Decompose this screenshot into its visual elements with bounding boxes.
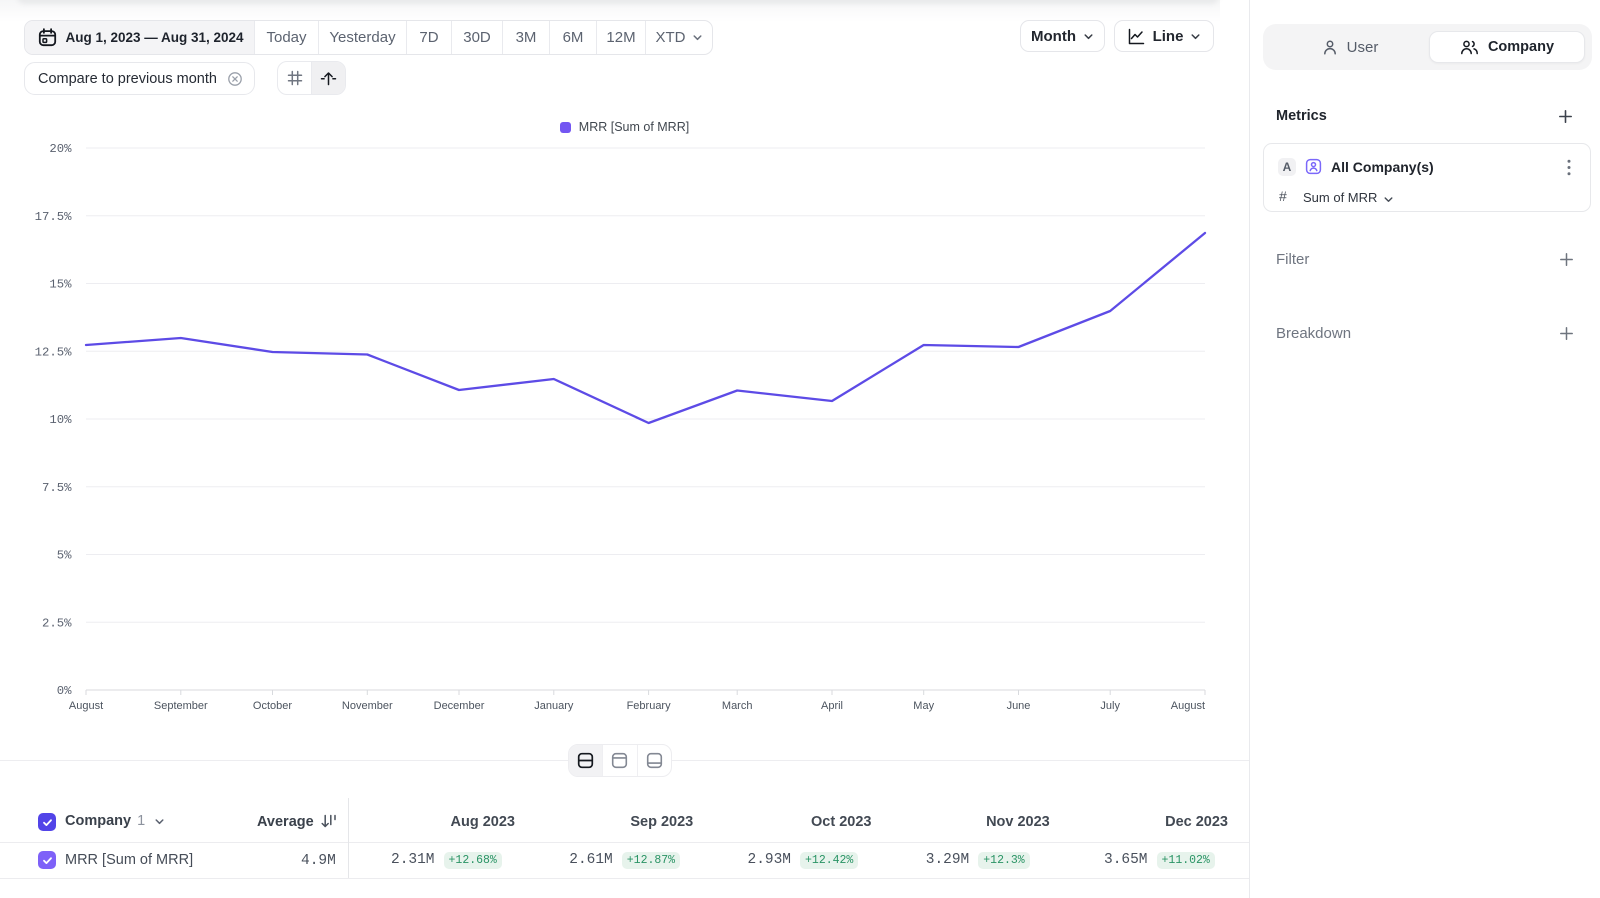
svg-text:October: October	[253, 700, 292, 712]
svg-text:March: March	[722, 700, 753, 712]
svg-text:August: August	[1171, 700, 1205, 712]
svg-text:May: May	[913, 700, 934, 712]
svg-text:5%: 5%	[57, 549, 72, 563]
svg-text:February: February	[627, 700, 672, 712]
svg-text:0%: 0%	[57, 684, 72, 698]
svg-text:July: July	[1100, 700, 1120, 712]
svg-text:7.5%: 7.5%	[42, 481, 72, 495]
svg-text:September: September	[154, 700, 208, 712]
svg-text:12.5%: 12.5%	[35, 345, 73, 359]
svg-text:August: August	[69, 700, 103, 712]
svg-text:January: January	[534, 700, 574, 712]
svg-text:November: November	[342, 700, 393, 712]
svg-text:10%: 10%	[49, 413, 72, 427]
svg-text:2.5%: 2.5%	[42, 616, 72, 630]
svg-text:June: June	[1007, 700, 1031, 712]
svg-text:April: April	[821, 700, 843, 712]
svg-text:15%: 15%	[49, 278, 72, 292]
svg-text:20%: 20%	[49, 142, 72, 156]
svg-text:December: December	[434, 700, 485, 712]
svg-text:17.5%: 17.5%	[35, 210, 73, 224]
